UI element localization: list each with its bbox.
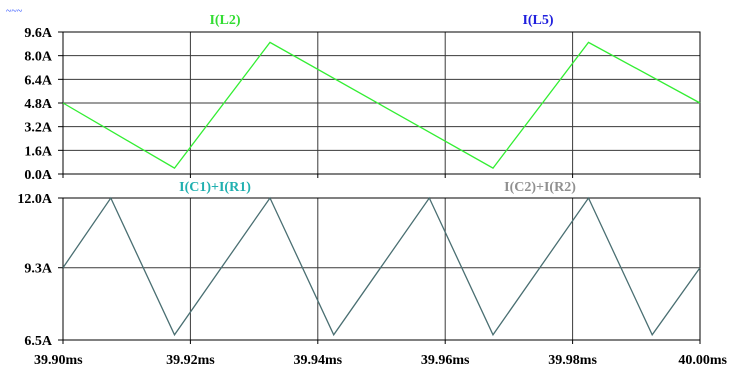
bottom-panel: I(C1)+I(R1) I(C2)+I(R2) 12.0A 9.3A 6.5A: [17, 180, 700, 349]
y-tick-label: 0.0A: [24, 168, 53, 183]
y-tick-label: 4.8A: [24, 97, 53, 112]
y-tick-label: 8.0A: [24, 50, 53, 65]
x-tick-label: 39.96ms: [421, 353, 470, 368]
trace-i-c1-i-r1[interactable]: [63, 198, 700, 335]
y-tick-label: 3.2A: [24, 121, 53, 136]
trace-label-c2-r2[interactable]: I(C2)+I(R2): [504, 180, 576, 195]
x-tick-label: 39.94ms: [293, 353, 342, 368]
x-tick-label: 40.00ms: [678, 353, 727, 368]
trace-i-l2[interactable]: [63, 42, 700, 168]
y-tick-label: 12.0A: [17, 192, 53, 207]
y-tick-label: 6.4A: [24, 73, 53, 88]
trace-label-l5[interactable]: I(L5): [522, 13, 553, 28]
trace-label-l2[interactable]: I(L2): [209, 13, 240, 28]
plot-frame: [63, 198, 700, 340]
y-tick-label: 1.6A: [24, 144, 53, 159]
x-tick-label: 39.98ms: [548, 353, 597, 368]
y-tick-label: 6.5A: [24, 334, 53, 349]
trace-label-c1-r1[interactable]: I(C1)+I(R1): [179, 180, 251, 195]
y-tick-label: 9.3A: [24, 262, 53, 277]
x-axis: 39.90ms 39.92ms 39.94ms 39.96ms 39.98ms 40.00…: [34, 353, 728, 368]
x-tick-label: 39.92ms: [166, 353, 215, 368]
y-tick-label: 9.6A: [24, 26, 53, 41]
x-tick-label: 39.90ms: [34, 353, 83, 368]
corner-mark: ~~~: [6, 6, 23, 17]
top-panel: I(L2) I(L5) 9.6A 8.0A 6.4A 4.8A 3.2A 1.6A 0.0A: [24, 13, 700, 183]
